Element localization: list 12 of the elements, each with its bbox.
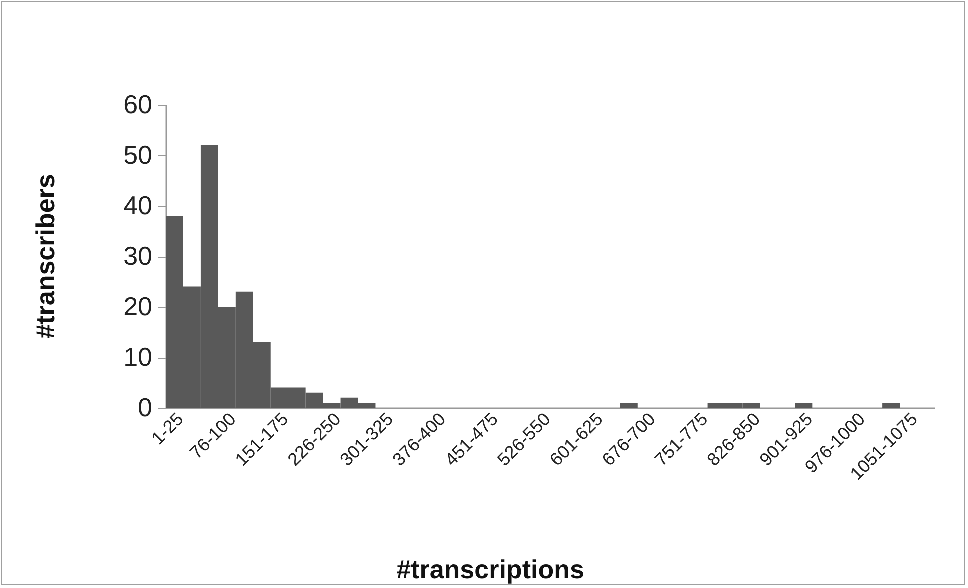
y-tick-label: 10 <box>124 342 152 372</box>
y-tick-label: 0 <box>138 392 152 422</box>
bar <box>795 402 813 408</box>
y-axis-title: #transcribers <box>30 174 60 339</box>
y-tick-label: 40 <box>124 190 152 220</box>
x-axis-title: #transcriptions <box>396 554 584 584</box>
bar <box>620 402 638 408</box>
y-tick-label: 20 <box>124 292 152 322</box>
bar <box>882 402 900 408</box>
y-tick-label: 30 <box>124 241 152 271</box>
y-tick-label: 60 <box>124 90 152 120</box>
y-tick-label: 50 <box>124 140 152 170</box>
